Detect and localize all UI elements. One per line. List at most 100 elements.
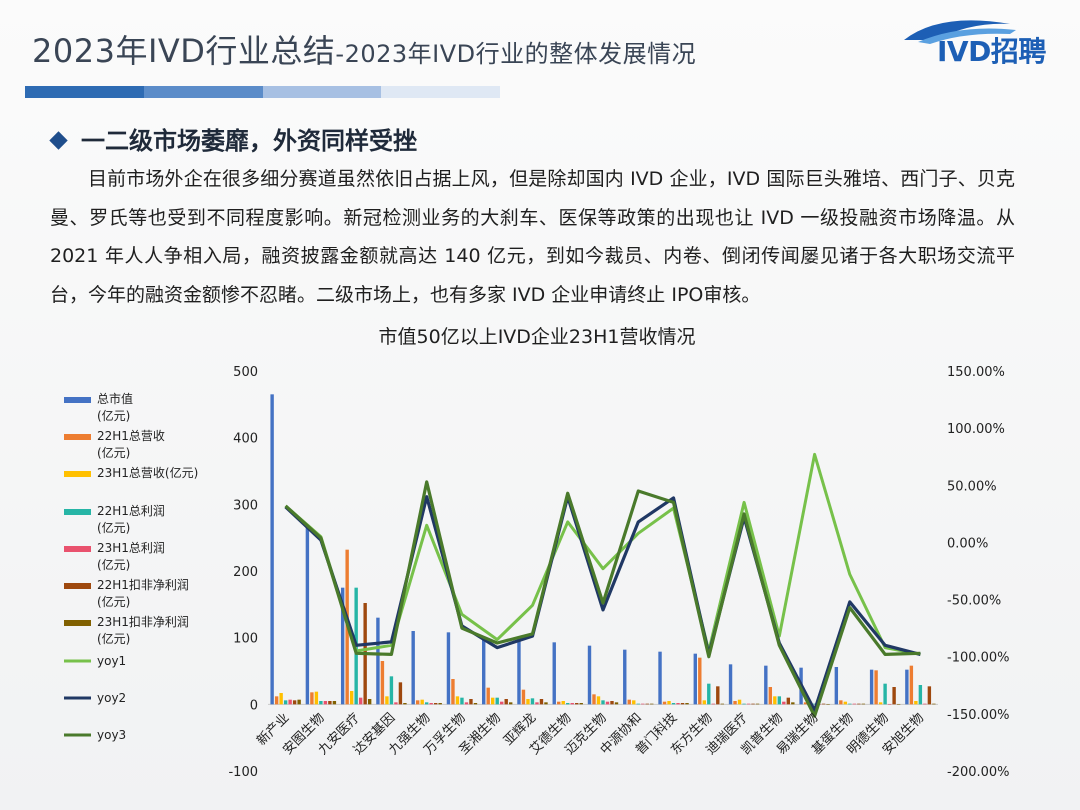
bar-5	[711, 703, 715, 705]
bar-5	[887, 704, 892, 705]
legend-label: yoy1	[97, 654, 126, 668]
bar-7	[509, 702, 513, 705]
bar-4	[319, 701, 323, 705]
legend-label: 22H1总利润	[97, 504, 165, 518]
bar-4	[918, 685, 923, 705]
bar-3	[455, 696, 460, 705]
bar-3	[773, 696, 777, 705]
legend-label: 总市值	[97, 391, 133, 406]
bar-3	[385, 696, 389, 705]
bar-1	[411, 631, 415, 705]
bar-6	[857, 703, 861, 705]
y-right-tick-label: -150.00%	[947, 708, 1010, 723]
y-right-tick-label: 0.00%	[947, 536, 988, 551]
bar-1	[305, 524, 310, 705]
bar-3	[878, 702, 883, 705]
bar-6	[539, 699, 544, 705]
legend-swatch	[64, 471, 91, 477]
bar-3	[737, 699, 742, 705]
bar-6	[328, 701, 332, 705]
legend-label: (亿元)	[97, 445, 130, 460]
y-right-tick-label: 100.00%	[947, 422, 1005, 437]
bar-4	[283, 700, 288, 705]
body-paragraph: 目前市场外企在很多细分赛道虽然依旧占据上风，但是除却国内 IVD 企业，IVD …	[50, 168, 1015, 306]
bar-7	[614, 702, 619, 705]
bar-1	[376, 617, 380, 705]
legend-label: 23H1总利润	[97, 541, 165, 555]
bar-7	[861, 703, 866, 705]
bar-4	[460, 697, 464, 705]
bar-4	[636, 703, 640, 705]
bar-5	[852, 703, 857, 705]
bar-5	[746, 703, 751, 705]
title-bar-segment	[381, 86, 500, 98]
bar-7	[367, 699, 372, 705]
bar-6	[398, 682, 403, 705]
legend-swatch	[64, 509, 91, 515]
bar-4	[495, 697, 499, 705]
bar-6	[645, 703, 649, 705]
bar-3	[279, 693, 283, 705]
bar-6	[786, 697, 791, 705]
bar-2	[698, 657, 702, 705]
bar-1	[693, 653, 697, 705]
bar-2	[451, 679, 455, 705]
bar-4	[601, 700, 605, 705]
chart-title: 市值50亿以上IVD企业23H1营收情况	[379, 326, 696, 348]
title-underline-bar	[25, 86, 500, 98]
bar-5	[605, 701, 610, 705]
bar-4	[812, 703, 817, 705]
y-left-tick-label: 100	[233, 632, 258, 647]
bar-2	[839, 700, 843, 705]
bar-1	[270, 394, 274, 705]
bar-7	[332, 701, 337, 705]
title-bar-segment	[262, 86, 382, 98]
y-right-tick-label: -200.00%	[947, 765, 1010, 780]
bar-7	[473, 703, 478, 705]
bar-6	[504, 699, 508, 705]
legend-label: (亿元)	[97, 594, 130, 609]
bar-6	[292, 700, 297, 705]
bar-1	[340, 587, 345, 705]
bar-2	[627, 699, 631, 705]
bar-4	[566, 703, 570, 705]
y-left-tick-label: 300	[233, 498, 258, 513]
bar-4	[530, 698, 535, 705]
bar-5	[782, 701, 786, 705]
y-right-tick-label: 50.00%	[947, 479, 997, 494]
bar-2	[380, 661, 385, 705]
bar-7	[896, 704, 901, 705]
legend-label: (亿元)	[97, 408, 130, 423]
bar-2	[768, 687, 773, 705]
bar-1	[446, 632, 451, 705]
bar-6	[751, 703, 755, 705]
bar-3	[843, 701, 848, 705]
y-right-tick-label: 150.00%	[947, 365, 1005, 380]
y-left-tick-label: 0	[250, 698, 258, 713]
bar-1	[482, 637, 486, 705]
bar-1	[869, 669, 874, 705]
bar-6	[575, 703, 579, 705]
y-right-tick-label: -100.00%	[947, 651, 1010, 666]
bar-3	[349, 691, 354, 705]
legend-swatch	[64, 397, 91, 403]
bar-3	[491, 697, 495, 705]
bar-5	[676, 703, 680, 705]
bar-5	[641, 703, 645, 705]
ivd-logo	[904, 20, 1016, 44]
bar-1	[764, 665, 768, 705]
title-bar-segment	[25, 86, 144, 98]
legend-label: (亿元)	[97, 557, 130, 572]
bar-2	[874, 670, 878, 705]
bar-5	[535, 702, 539, 705]
bar-7	[720, 703, 724, 705]
bar-2	[310, 692, 314, 705]
legend-swatch	[64, 620, 91, 626]
bar-1	[658, 651, 662, 705]
bar-7	[297, 699, 301, 705]
bar-3	[596, 696, 601, 705]
y-left-tick-label: 500	[233, 365, 258, 380]
bar-4	[707, 683, 711, 705]
bar-6	[610, 701, 614, 705]
section-heading: 一二级市场萎靡，外资同样受挫	[49, 121, 417, 156]
